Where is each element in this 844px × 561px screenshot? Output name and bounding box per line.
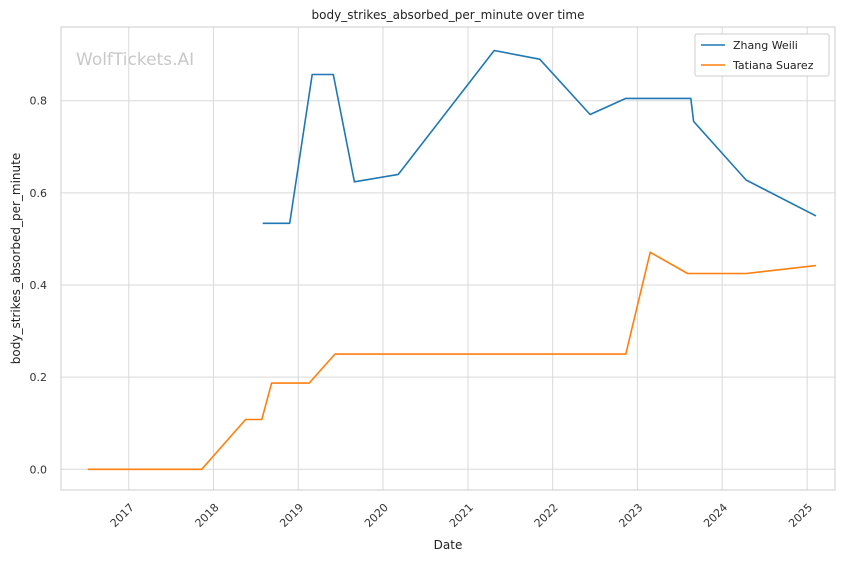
x-axis-title: Date [434,538,463,552]
chart-title: body_strikes_absorbed_per_minute over ti… [312,8,585,22]
y-tick-label: 0.4 [30,279,48,292]
series-line-1 [87,251,817,471]
series-layer [87,49,817,471]
x-tick-label: 2024 [701,501,730,530]
legend-label: Tatiana Suarez [732,59,814,72]
y-tick-label: 0.2 [30,371,48,384]
legend-box [694,33,830,77]
legend: Zhang Weili Tatiana Suarez [694,33,830,77]
watermark: WolfTickets.AI [76,50,194,70]
legend-label: Zhang Weili [733,39,798,52]
y-tick-label: 0.6 [30,187,48,200]
x-tick-label: 2022 [532,501,561,530]
y-tick-label: 0.8 [30,95,48,108]
x-axis: 2017 2018 2019 2020 2021 2022 2023 2024 2025 [108,501,815,530]
x-tick-label: 2025 [786,501,815,530]
plot-frame [60,26,836,491]
y-axis-title: body_strikes_absorbed_per_minute [9,153,23,364]
series-line-0 [262,49,817,225]
grid [61,27,835,490]
x-tick-label: 2023 [616,501,645,530]
x-tick-label: 2018 [193,501,222,530]
y-tick-label: 0.0 [30,463,48,476]
y-axis: 0.0 0.2 0.4 0.6 0.8 [30,95,48,477]
x-tick-label: 2017 [108,501,137,530]
x-tick-label: 2020 [362,501,391,530]
x-tick-label: 2019 [277,501,306,530]
x-tick-label: 2021 [447,501,476,530]
